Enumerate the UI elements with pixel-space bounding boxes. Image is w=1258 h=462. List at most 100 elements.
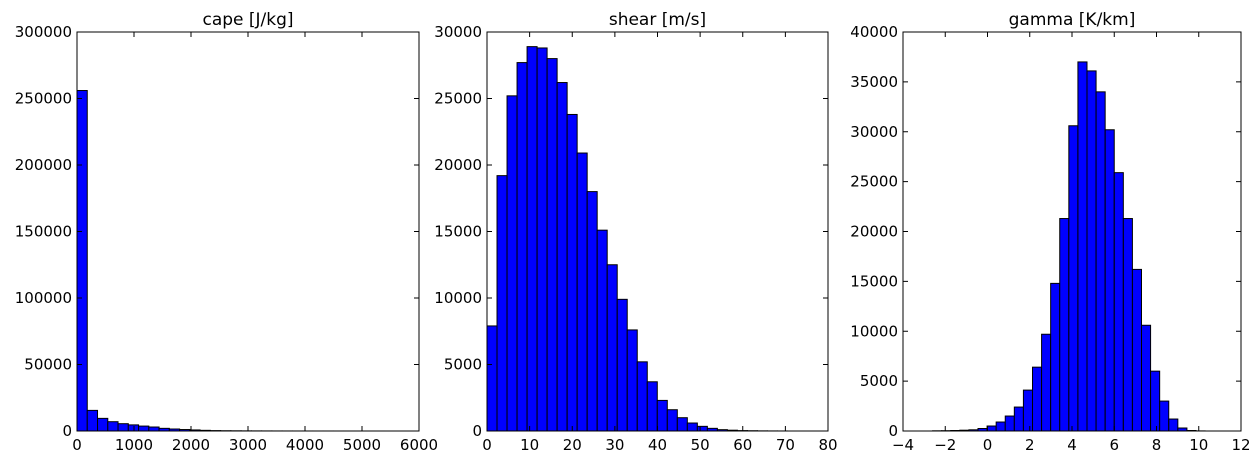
gamma-bar [1104, 129, 1115, 432]
gamma-bar [1059, 218, 1070, 432]
cape-histogram-panel: cape [J/kg] 0 1000 2000 3000 4000 5000 6000 0 50… [15, 10, 438, 454]
gamma-y-tick-label: 25000 [850, 173, 898, 191]
shear-bar [596, 229, 608, 432]
shear-bar [516, 62, 528, 432]
gamma-x-tick-label: 8 [1152, 436, 1162, 454]
gamma-x-tick-label: 6 [1109, 436, 1119, 454]
gamma-bar [1031, 366, 1043, 432]
shear-bar [496, 175, 508, 432]
gamma-x-tick-label: 12 [1231, 436, 1250, 454]
shear-bar [696, 425, 708, 432]
cape-y-tick-label: 250000 [15, 90, 72, 108]
shear-x-tick-label: 50 [691, 436, 710, 454]
gamma-bar [1159, 400, 1170, 432]
gamma-bar [1113, 172, 1124, 432]
gamma-bar [986, 425, 997, 432]
shear-bar [666, 409, 678, 432]
cape-bar [127, 424, 140, 432]
cape-y-tick-label: 50000 [24, 356, 72, 374]
cape-y-tick-label: 0 [62, 422, 72, 440]
shear-bar [576, 152, 588, 432]
cape-bar [97, 417, 109, 432]
gamma-y-tick-label: 10000 [850, 322, 898, 340]
cape-x-tick-label: 6000 [400, 436, 438, 454]
shear-x-tick-label: 40 [648, 436, 667, 454]
shear-bar [566, 113, 578, 432]
gamma-y-tick-label: 15000 [850, 272, 898, 290]
gamma-bar [1050, 282, 1061, 432]
gamma-bar [1041, 333, 1052, 432]
gamma-bar [1013, 406, 1024, 432]
gamma-bar [1131, 268, 1143, 432]
cape-bar [148, 426, 160, 432]
gamma-y-tick-label: 20000 [850, 223, 898, 241]
shear-y-tick-label: 15000 [434, 223, 482, 241]
gamma-bar [1141, 324, 1152, 432]
shear-y-tick-label: 5000 [444, 356, 482, 374]
cape-x-tick-label: 5000 [343, 436, 381, 454]
shear-bar [546, 58, 558, 432]
shear-bar [676, 417, 688, 432]
gamma-bar [1068, 125, 1079, 432]
gamma-bar [1122, 218, 1133, 432]
cape-x-tick-label: 1000 [115, 436, 153, 454]
cape-bars [76, 90, 386, 432]
shear-x-tick-label: 20 [563, 436, 582, 454]
gamma-bar [1150, 370, 1161, 432]
shear-bar [506, 95, 518, 432]
cape-x-tick-label: 4000 [286, 436, 324, 454]
cape-title: cape [J/kg] [202, 10, 293, 30]
cape-x-tick-label: 0 [72, 436, 82, 454]
gamma-bar [1004, 415, 1015, 432]
shear-histogram-panel: shear [m/s] 0 10 20 30 40 50 60 70 80 0 5000 10000 1… [434, 10, 837, 454]
gamma-bars [932, 61, 1206, 432]
cape-y-ticks: 0 50000 100000 150000 200000 250000 300000 [15, 23, 419, 440]
shear-bar [606, 264, 618, 432]
shear-x-ticks: 0 10 20 30 40 50 60 70 80 [482, 32, 838, 454]
cape-bar [117, 423, 129, 432]
gamma-title: gamma [K/km] [1009, 10, 1136, 30]
gamma-y-tick-label: 0 [888, 422, 898, 440]
gamma-bar [1022, 389, 1033, 432]
gamma-x-ticks: −4 −2 0 2 4 6 8 10 12 [892, 32, 1251, 454]
shear-bar [486, 325, 498, 432]
shear-bars [486, 46, 789, 432]
gamma-x-tick-label: 4 [1067, 436, 1077, 454]
cape-bar [76, 90, 88, 432]
gamma-bar [995, 421, 1006, 432]
shear-x-tick-label: 70 [776, 436, 795, 454]
cape-x-tick-label: 3000 [229, 436, 267, 454]
gamma-x-tick-label: 0 [983, 436, 993, 454]
gamma-x-tick-label: −4 [892, 436, 914, 454]
gamma-bar [1168, 418, 1179, 432]
gamma-y-tick-label: 30000 [850, 123, 898, 141]
gamma-bar [1077, 61, 1088, 432]
shear-bar [636, 361, 648, 432]
cape-x-ticks: 0 1000 2000 3000 4000 5000 6000 [72, 32, 438, 454]
cape-x-tick-label: 2000 [172, 436, 210, 454]
cape-bar [138, 425, 150, 432]
gamma-bar [1086, 70, 1097, 432]
gamma-bar [1095, 91, 1106, 432]
gamma-y-tick-label: 5000 [860, 372, 898, 390]
cape-bar [107, 421, 119, 432]
shear-x-tick-label: 0 [482, 436, 492, 454]
gamma-x-tick-label: 2 [1025, 436, 1035, 454]
shear-bar [536, 47, 548, 432]
shear-y-ticks: 0 5000 10000 15000 20000 25000 30000 [434, 23, 828, 440]
cape-y-tick-label: 300000 [15, 23, 72, 41]
shear-y-tick-label: 30000 [434, 23, 482, 41]
shear-bar [526, 46, 538, 432]
shear-bar [586, 191, 598, 432]
shear-bar [686, 422, 698, 432]
shear-bar [646, 381, 658, 432]
gamma-x-tick-label: −2 [934, 436, 956, 454]
shear-y-tick-label: 10000 [434, 289, 482, 307]
shear-x-tick-label: 10 [520, 436, 539, 454]
cape-bar [86, 409, 99, 432]
shear-bar [616, 298, 628, 432]
cape-y-tick-label: 150000 [15, 223, 72, 241]
shear-x-tick-label: 60 [733, 436, 752, 454]
shear-y-tick-label: 25000 [434, 90, 482, 108]
